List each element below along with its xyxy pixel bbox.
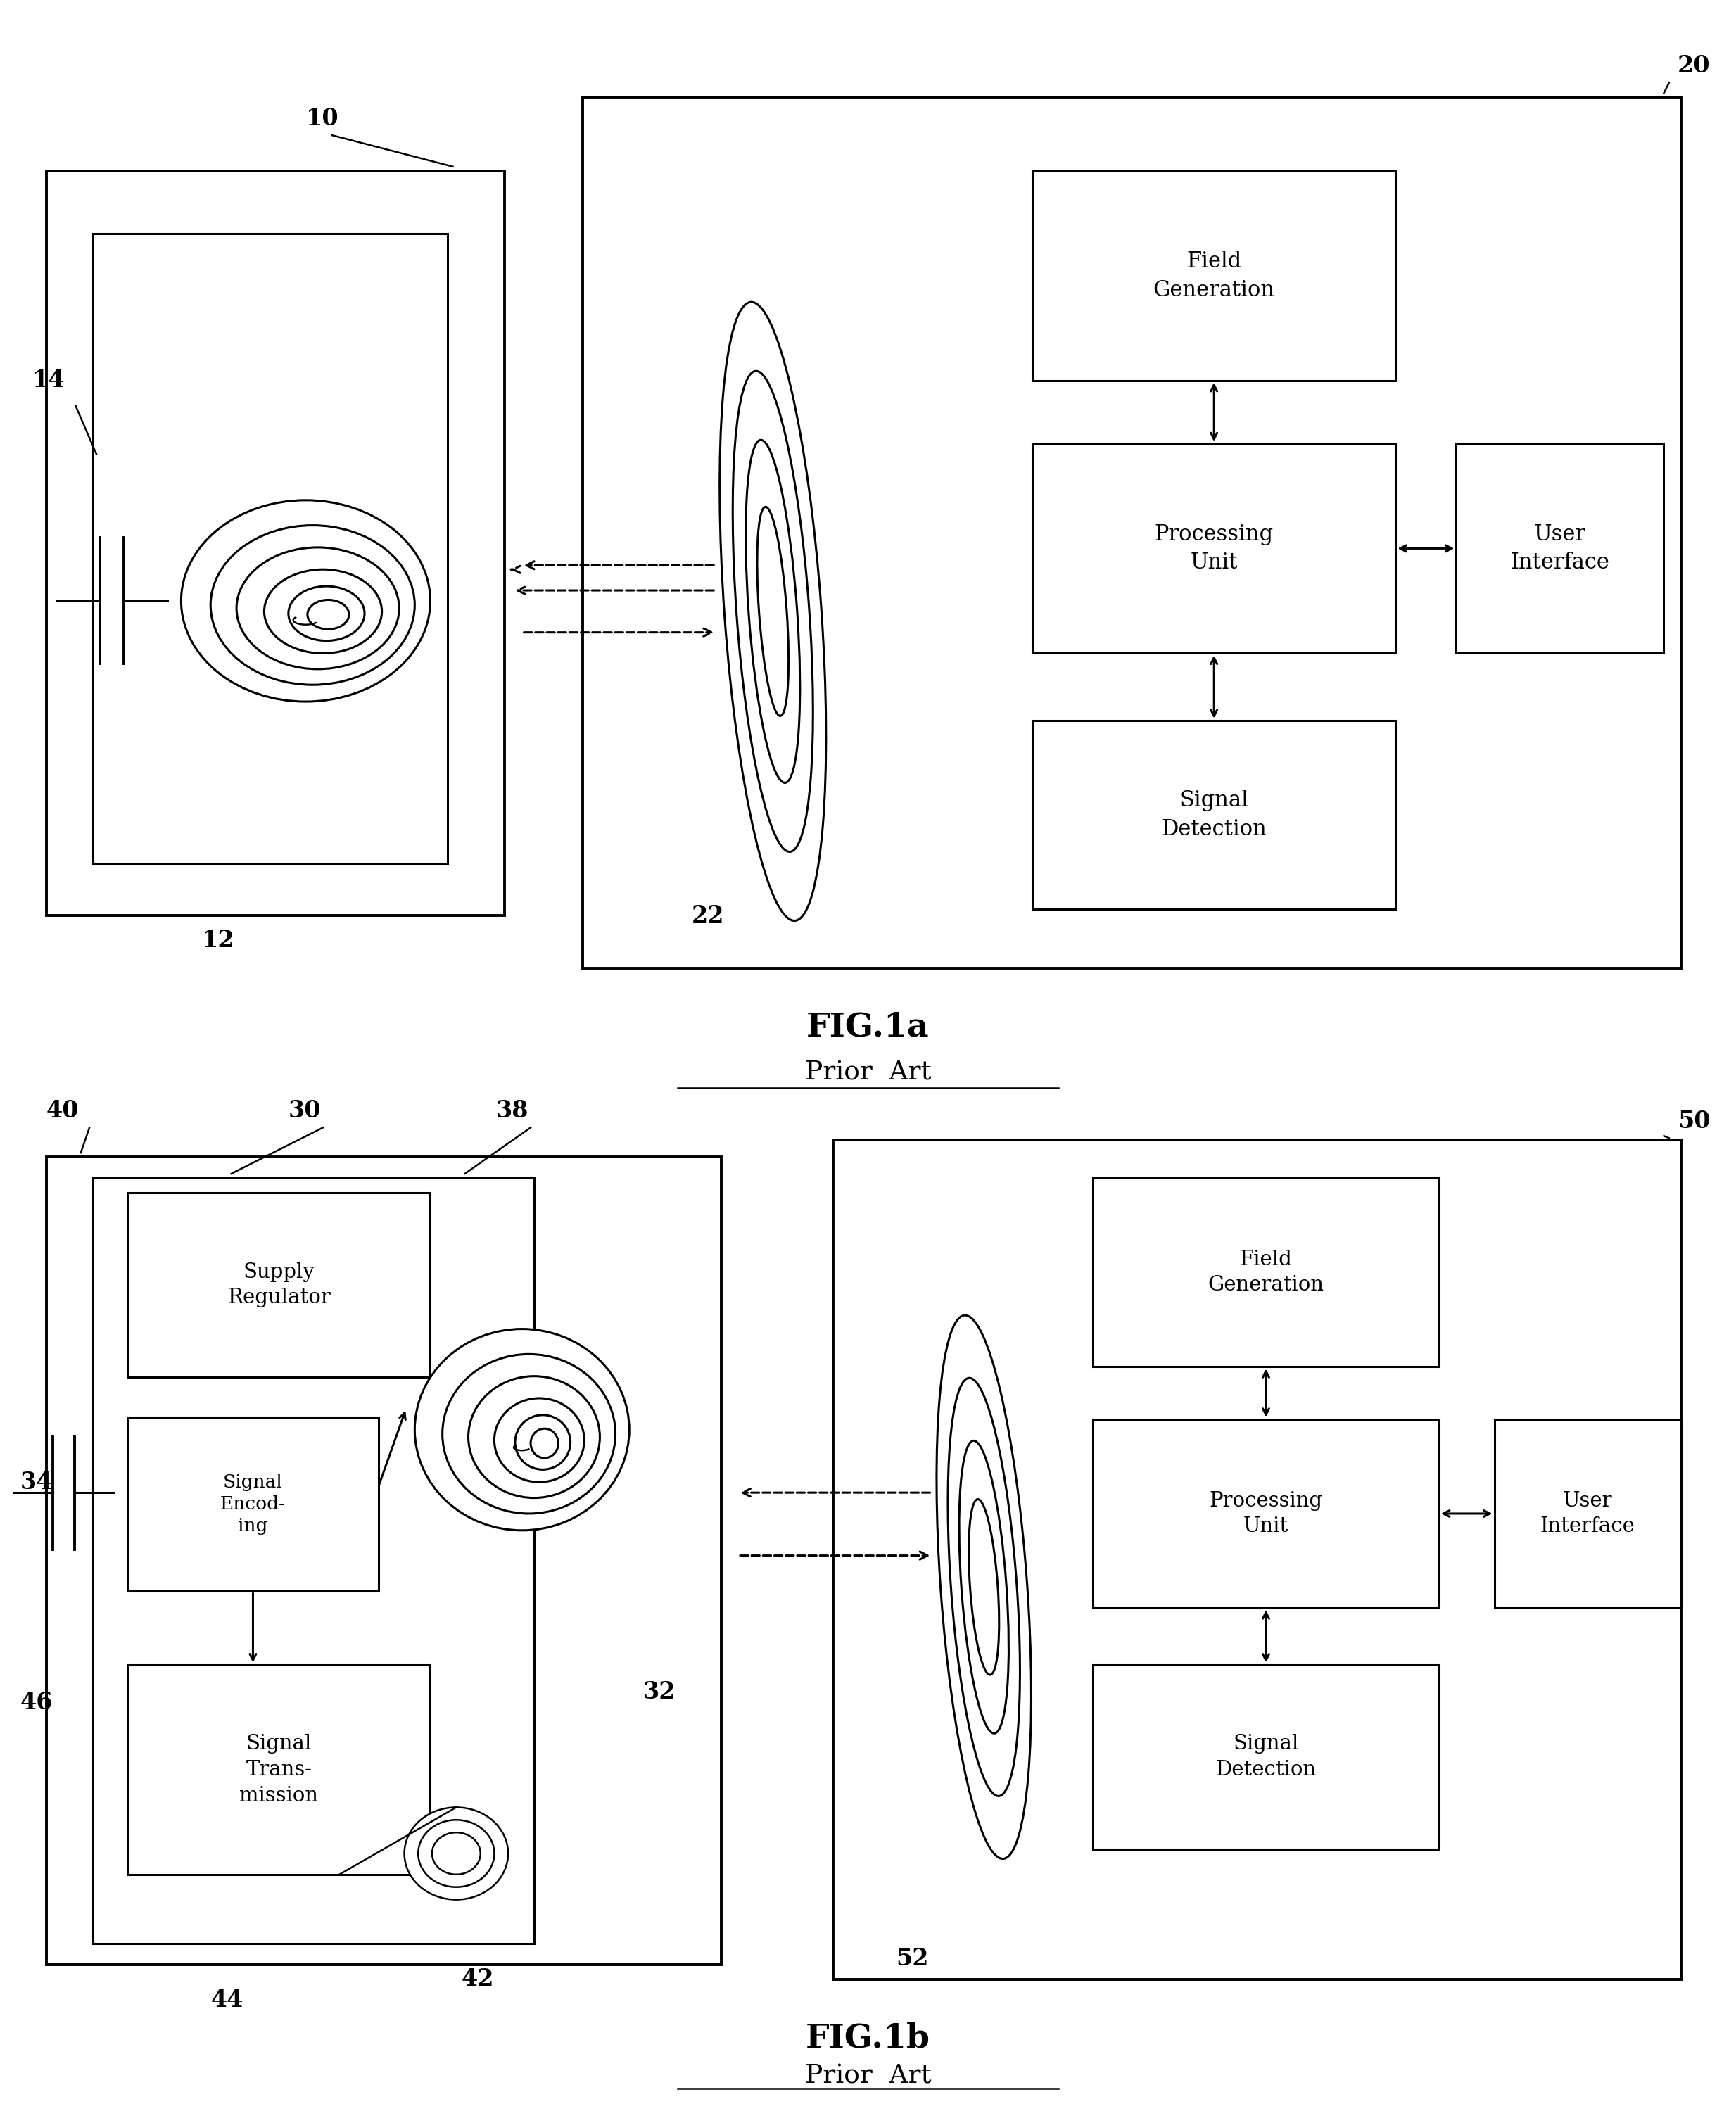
Text: 34: 34: [21, 1471, 54, 1494]
Text: 20: 20: [1677, 55, 1710, 78]
Text: Field
Generation: Field Generation: [1153, 250, 1274, 301]
Ellipse shape: [181, 501, 431, 701]
Text: Field
Generation: Field Generation: [1208, 1250, 1325, 1296]
Ellipse shape: [746, 440, 800, 783]
Ellipse shape: [960, 1441, 1009, 1734]
Text: 32: 32: [642, 1681, 675, 1704]
Ellipse shape: [757, 507, 788, 715]
Bar: [1094, 1664, 1439, 1849]
Ellipse shape: [969, 1500, 1000, 1675]
Bar: [833, 1140, 1680, 1980]
Ellipse shape: [516, 1416, 571, 1469]
Bar: [1094, 1420, 1439, 1607]
Bar: [1094, 1178, 1439, 1368]
Text: 42: 42: [462, 1967, 495, 1990]
Text: Signal
Detection: Signal Detection: [1161, 789, 1267, 839]
Text: 44: 44: [210, 1988, 243, 2011]
Ellipse shape: [236, 547, 399, 669]
Text: FIG.1b: FIG.1b: [806, 2022, 930, 2054]
Ellipse shape: [418, 1820, 495, 1887]
Ellipse shape: [469, 1376, 601, 1498]
Text: 30: 30: [288, 1098, 321, 1121]
Bar: [1033, 170, 1396, 381]
Bar: [127, 1418, 378, 1591]
Ellipse shape: [495, 1399, 585, 1481]
Text: 50: 50: [1677, 1109, 1710, 1132]
Bar: [127, 1193, 431, 1378]
Ellipse shape: [432, 1833, 481, 1875]
Ellipse shape: [288, 587, 365, 642]
Text: 46: 46: [21, 1692, 54, 1715]
Ellipse shape: [415, 1330, 628, 1530]
Bar: [47, 1157, 720, 1965]
Text: User
Interface: User Interface: [1540, 1492, 1635, 1536]
Bar: [47, 170, 505, 915]
Bar: [94, 234, 448, 863]
Ellipse shape: [720, 303, 826, 922]
Text: Prior  Art: Prior Art: [806, 2064, 930, 2089]
Text: Signal
Encod-
ing: Signal Encod- ing: [220, 1473, 286, 1534]
Text: 22: 22: [691, 905, 724, 928]
Bar: [1495, 1420, 1680, 1607]
Text: 12: 12: [201, 930, 234, 953]
Bar: [127, 1664, 431, 1875]
Bar: [1457, 444, 1663, 654]
Text: 10: 10: [306, 107, 339, 130]
Ellipse shape: [531, 1429, 559, 1458]
Text: Signal
Detection: Signal Detection: [1215, 1734, 1316, 1780]
Text: 14: 14: [33, 368, 66, 391]
Bar: [583, 97, 1680, 968]
Bar: [94, 1178, 535, 1944]
Ellipse shape: [210, 526, 415, 684]
Ellipse shape: [937, 1315, 1031, 1858]
Text: FIG.1a: FIG.1a: [807, 1010, 929, 1044]
Ellipse shape: [443, 1355, 615, 1513]
Text: Prior  Art: Prior Art: [806, 1060, 930, 1086]
Ellipse shape: [264, 570, 382, 654]
Ellipse shape: [404, 1807, 509, 1900]
Text: User
Interface: User Interface: [1510, 524, 1609, 574]
Text: Processing
Unit: Processing Unit: [1154, 524, 1274, 574]
Ellipse shape: [948, 1378, 1021, 1797]
Bar: [1033, 720, 1396, 909]
Text: 40: 40: [47, 1098, 80, 1121]
Text: Signal
Trans-
mission: Signal Trans- mission: [240, 1734, 318, 1805]
Text: 52: 52: [896, 1946, 929, 1969]
Text: 38: 38: [496, 1098, 529, 1121]
Bar: [1033, 444, 1396, 654]
Text: Supply
Regulator: Supply Regulator: [227, 1262, 330, 1309]
Ellipse shape: [307, 600, 349, 629]
Text: Processing
Unit: Processing Unit: [1210, 1492, 1323, 1536]
Ellipse shape: [733, 370, 812, 852]
